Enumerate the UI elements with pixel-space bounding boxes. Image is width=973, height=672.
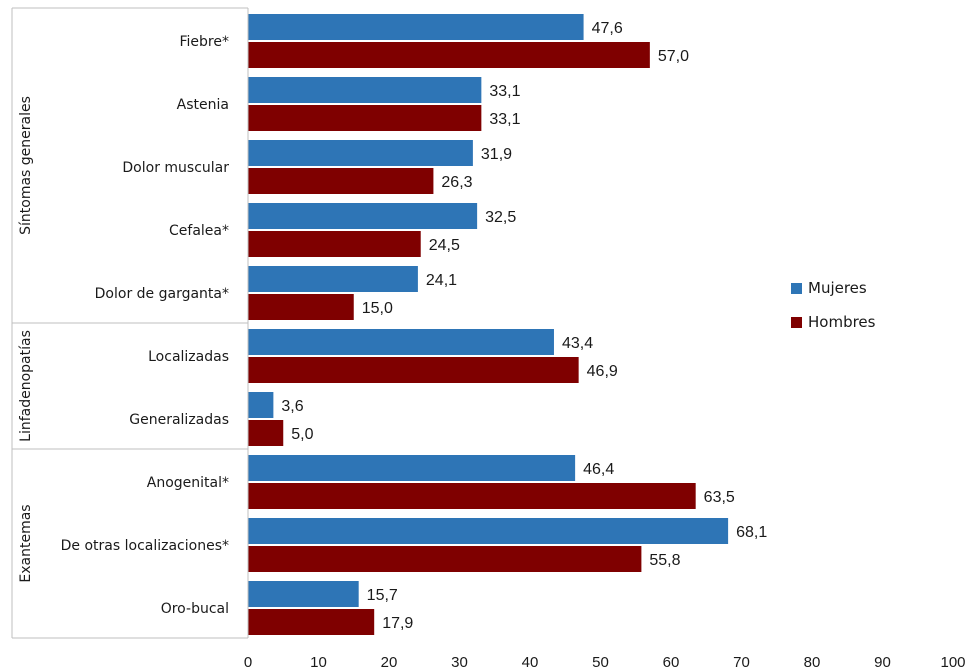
value-label-hombres-1: 33,1 (489, 111, 520, 128)
legend-label-mujeres: Mujeres (808, 279, 867, 297)
bar-hombres-5 (248, 357, 579, 383)
bar-mujeres-4 (248, 266, 418, 292)
value-labels-layer: 47,6 57,0 33,1 33,1 31,9 26,3 32,5 24,5 24,1 15,0… (281, 20, 767, 632)
bar-hombres-8 (248, 546, 642, 572)
legend-swatch-hombres (791, 316, 802, 328)
value-label-mujeres-7: 46,4 (583, 461, 614, 478)
axis-layer: 0 10 20 30 40 50 60 70 80 90 100 (11, 7, 966, 671)
category-label-1: Astenia (177, 97, 229, 113)
value-label-mujeres-2: 31,9 (481, 146, 512, 163)
bar-mujeres-2 (248, 140, 473, 166)
bar-mujeres-7 (248, 455, 576, 481)
bar-hombres-7 (248, 483, 696, 509)
category-label-8: De otras localizaciones* (61, 538, 229, 554)
bar-hombres-4 (248, 294, 354, 320)
value-label-mujeres-1: 33,1 (489, 83, 520, 100)
bar-mujeres-9 (248, 581, 359, 607)
x-tick-label-90: 90 (874, 654, 891, 671)
x-tick-label-80: 80 (804, 654, 821, 671)
category-label-9: Oro-bucal (161, 601, 229, 617)
category-label-0: Fiebre* (180, 34, 230, 50)
value-label-hombres-2: 26,3 (441, 174, 472, 191)
x-tick-label-70: 70 (733, 654, 750, 671)
value-label-mujeres-3: 32,5 (485, 209, 516, 226)
value-label-hombres-6: 5,0 (291, 426, 313, 443)
bar-mujeres-5 (248, 329, 554, 355)
bar-mujeres-3 (248, 203, 478, 229)
legend-item-mujeres: Mujeres (791, 278, 875, 298)
category-labels-layer: Fiebre* Astenia Dolor muscular Cefalea* Dolo… (61, 34, 230, 617)
legend-label-hombres: Hombres (808, 313, 876, 331)
legend-item-hombres: Hombres (791, 312, 875, 332)
bar-hombres-3 (248, 231, 421, 257)
bar-mujeres-6 (248, 392, 274, 418)
category-label-2: Dolor muscular (122, 160, 229, 176)
value-label-hombres-5: 46,9 (587, 363, 618, 380)
bar-mujeres-8 (248, 518, 729, 544)
group-label-2: Exantemas (18, 504, 34, 582)
x-tick-label-0: 0 (244, 654, 252, 671)
x-tick-label-20: 20 (381, 654, 398, 671)
legend-swatch-mujeres (791, 282, 802, 294)
category-label-3: Cefalea* (169, 223, 229, 239)
bars-layer (248, 14, 729, 635)
bar-hombres-1 (248, 105, 482, 131)
x-tick-label-40: 40 (522, 654, 539, 671)
value-label-hombres-0: 57,0 (658, 48, 689, 65)
value-label-mujeres-9: 15,7 (367, 587, 398, 604)
x-tick-label-30: 30 (451, 654, 468, 671)
value-label-hombres-3: 24,5 (429, 237, 460, 254)
group-label-1: Linfadenopatías (18, 330, 34, 442)
category-label-7: Anogenital* (147, 475, 229, 491)
category-label-4: Dolor de garganta* (95, 286, 229, 302)
bar-hombres-2 (248, 168, 434, 194)
value-label-hombres-4: 15,0 (362, 300, 393, 317)
category-label-6: Generalizadas (129, 412, 229, 428)
bar-mujeres-0 (248, 14, 584, 40)
legend: Mujeres Hombres (791, 278, 875, 346)
value-label-mujeres-0: 47,6 (592, 20, 623, 37)
x-tick-label-100: 100 (940, 654, 965, 671)
x-tick-label-50: 50 (592, 654, 609, 671)
x-tick-label-60: 60 (663, 654, 680, 671)
value-label-hombres-9: 17,9 (382, 615, 413, 632)
value-label-mujeres-6: 3,6 (281, 398, 303, 415)
value-label-hombres-7: 63,5 (704, 489, 735, 506)
bar-hombres-6 (248, 420, 284, 446)
bar-hombres-0 (248, 42, 650, 68)
value-label-mujeres-8: 68,1 (736, 524, 767, 541)
bar-hombres-9 (248, 609, 375, 635)
group-label-0: Síntomas generales (18, 96, 34, 235)
value-label-hombres-8: 55,8 (649, 552, 680, 569)
value-label-mujeres-5: 43,4 (562, 335, 593, 352)
value-label-mujeres-4: 24,1 (426, 272, 457, 289)
category-label-5: Localizadas (148, 349, 229, 365)
group-labels-layer: Síntomas generales Linfadenopatías Exantem… (18, 96, 34, 583)
x-tick-label-10: 10 (310, 654, 327, 671)
bar-mujeres-1 (248, 77, 482, 103)
